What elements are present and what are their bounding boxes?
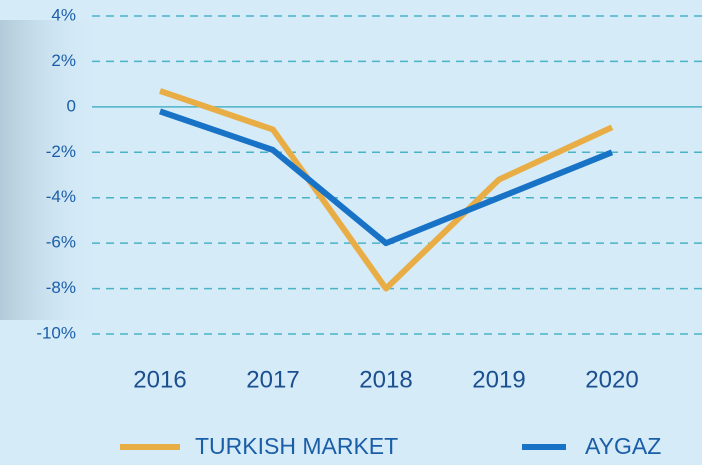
y-tick-label: 0 (67, 96, 76, 115)
y-tick-label: 2% (51, 51, 76, 70)
series-line (159, 108, 614, 247)
y-tick-label: -8% (46, 278, 76, 297)
x-tick-label: 2020 (585, 366, 638, 393)
series-line (159, 88, 614, 292)
decor-shade (0, 20, 105, 320)
x-tick-label: 2019 (472, 366, 525, 393)
legend-label: AYGAZ (585, 433, 661, 459)
x-tick-label: 2016 (133, 366, 186, 393)
x-tick-label: 2017 (246, 366, 299, 393)
y-tick-label: -6% (46, 233, 76, 252)
legend-label: TURKISH MARKET (195, 433, 398, 459)
x-tick-label: 2018 (359, 366, 412, 393)
y-tick-label: 4% (51, 5, 76, 24)
y-tick-label: -2% (46, 142, 76, 161)
y-tick-label: -10% (36, 323, 76, 342)
y-tick-label: -4% (46, 187, 76, 206)
